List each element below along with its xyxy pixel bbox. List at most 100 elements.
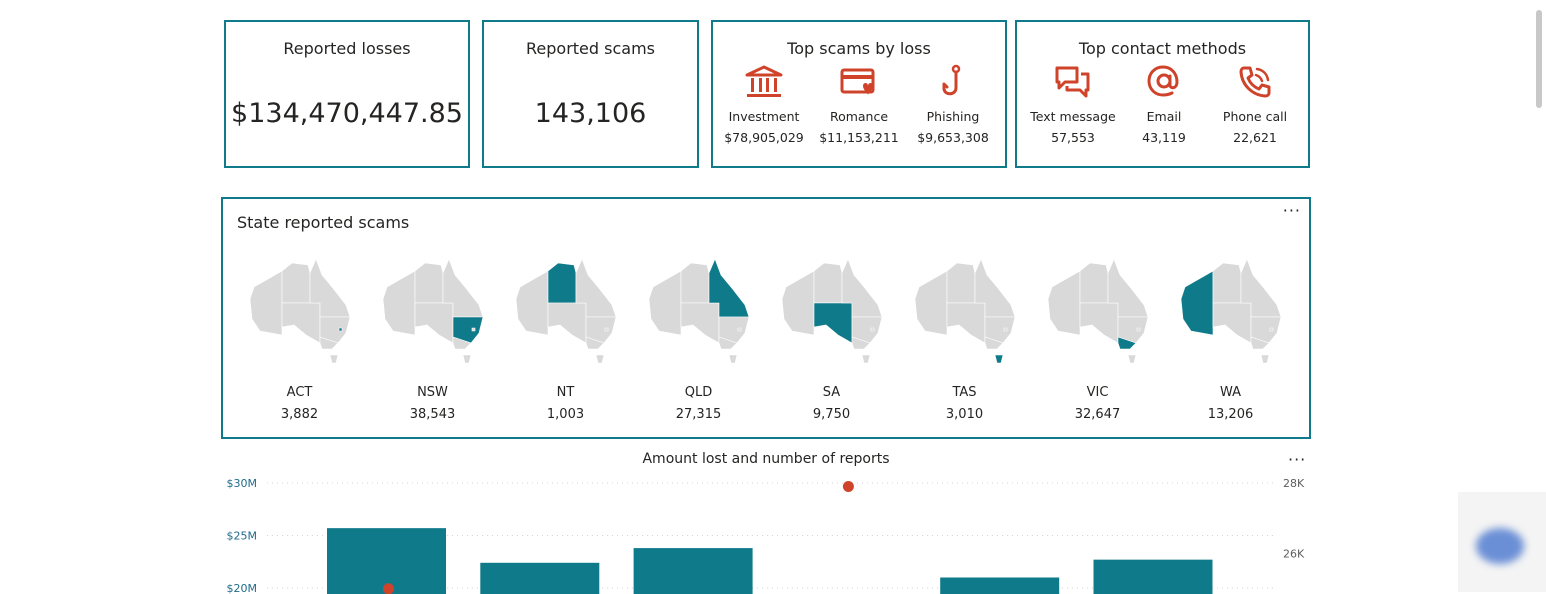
map-region-tas	[1127, 354, 1136, 364]
state-tas[interactable]: TAS 3,010	[898, 257, 1031, 422]
map-region-nsw	[984, 316, 1015, 344]
map-region-sa	[813, 302, 852, 344]
map-region-qld	[708, 258, 749, 318]
state-sa[interactable]: SA 9,750	[765, 257, 898, 422]
chart-more-options-button[interactable]: ···	[1288, 450, 1307, 469]
map-region-nt	[680, 262, 709, 304]
map-region-nt	[1212, 262, 1241, 304]
map-region-vic	[319, 336, 339, 350]
map-region-vic	[452, 336, 472, 350]
top-contact-methods-title: Top contact methods	[1078, 39, 1247, 58]
map-region-sa	[414, 302, 453, 344]
scrollbar-thumb[interactable]	[1536, 10, 1542, 108]
map-region-wa	[382, 270, 415, 336]
state-count: 38,543	[409, 407, 456, 422]
map-region-vic	[1250, 336, 1270, 350]
map-region-nsw	[1117, 316, 1148, 344]
at-icon	[1147, 65, 1179, 97]
top-scams-title: Top scams by loss	[787, 39, 931, 58]
map-region-qld	[575, 258, 616, 318]
map-region-qld	[841, 258, 882, 318]
map-region-sa	[547, 302, 586, 344]
y-right-tick-label: 26K	[1283, 548, 1305, 561]
map-region-sa	[1212, 302, 1251, 344]
state-wa[interactable]: WA 13,206	[1164, 257, 1297, 422]
state-nt[interactable]: NT 1,003	[499, 257, 632, 422]
map-region-sa	[281, 302, 320, 344]
bar-amount-lost[interactable]	[1093, 559, 1213, 594]
y-left-tick-label: $25M	[227, 530, 258, 543]
map-region-wa	[249, 270, 282, 336]
state-count: 1,003	[546, 407, 585, 422]
fishhook-icon	[942, 64, 961, 96]
map-region-tas	[329, 354, 338, 364]
map-region-vic	[984, 336, 1004, 350]
state-qld[interactable]: QLD 27,315	[632, 257, 765, 422]
australia-map-wa	[1180, 258, 1281, 364]
bar-amount-lost[interactable]	[480, 562, 600, 594]
more-options-button[interactable]: ···	[1282, 201, 1301, 220]
state-code: WA	[1219, 385, 1242, 400]
map-region-nt	[946, 262, 975, 304]
map-region-qld	[1107, 258, 1148, 318]
phone-icon	[1239, 66, 1271, 98]
contact-method-label: Phone call	[1222, 109, 1288, 124]
reported-scams-card: Reported scams 143,106	[482, 20, 699, 168]
state-count: 27,315	[675, 407, 722, 422]
reported-losses-value: $134,470,447.85	[231, 98, 463, 129]
contact-method-label: Email	[1146, 109, 1182, 124]
map-region-act	[737, 327, 741, 332]
map-region-act	[604, 327, 608, 332]
map-region-tas	[994, 354, 1003, 364]
state-act[interactable]: ACT 3,882	[233, 257, 366, 422]
bar-amount-lost[interactable]	[940, 577, 1060, 594]
state-vic[interactable]: VIC 32,647	[1031, 257, 1164, 422]
state-code: SA	[822, 385, 841, 400]
bar-amount-lost[interactable]	[327, 528, 446, 594]
state-count: 9,750	[812, 407, 851, 422]
map-region-tas	[462, 354, 471, 364]
map-region-nsw	[452, 316, 483, 344]
map-region-nsw	[718, 316, 749, 344]
amount-lost-chart: $30M $25M $20M 28K 26K	[227, 477, 1305, 594]
contact-method-label: Text message	[1030, 109, 1116, 124]
map-region-act	[1269, 327, 1273, 332]
map-region-wa	[781, 270, 814, 336]
point-number-of-reports[interactable]	[842, 481, 854, 493]
top-scam-item: Phishing $9,653,308	[905, 64, 1001, 145]
map-region-nt	[414, 262, 443, 304]
map-region-wa	[515, 270, 548, 336]
state-code: QLD	[684, 385, 713, 400]
map-region-qld	[309, 258, 350, 318]
map-region-nt	[281, 262, 310, 304]
reported-losses-card: Reported losses $134,470,447.85	[224, 20, 470, 168]
reported-losses-title: Reported losses	[283, 39, 411, 58]
state-nsw[interactable]: NSW 38,543	[366, 257, 499, 422]
state-count: 3,010	[945, 407, 984, 422]
australia-map-nt	[515, 258, 616, 364]
chat-widget[interactable]	[1458, 492, 1546, 592]
map-region-nsw	[1250, 316, 1281, 344]
state-maps-row: ACT 3,882 NSW 38,543 NT 1,003 QLD 27,315 SA 9,750…	[233, 257, 1303, 427]
map-region-vic	[585, 336, 605, 350]
card-heart-icon	[840, 68, 875, 95]
australia-map-sa	[781, 258, 882, 364]
map-region-nt	[1079, 262, 1108, 304]
point-number-of-reports[interactable]	[383, 583, 394, 594]
top-scam-item: Romance $11,153,211	[811, 64, 907, 145]
y-left-tick-label: $30M	[227, 477, 258, 490]
contact-method-item: Text message 57,553	[1025, 64, 1121, 145]
map-region-wa	[1047, 270, 1080, 336]
map-region-nsw	[319, 316, 350, 344]
map-region-nt	[547, 262, 576, 304]
chat-widget-icon[interactable]	[1476, 528, 1524, 564]
top-scam-value: $9,653,308	[917, 130, 989, 145]
state-code: ACT	[286, 385, 313, 400]
map-region-vic	[851, 336, 871, 350]
bar-amount-lost[interactable]	[633, 548, 753, 594]
contact-method-value: 43,119	[1142, 130, 1186, 145]
map-region-nsw	[585, 316, 616, 344]
australia-map-tas	[914, 258, 1015, 364]
state-code: NSW	[417, 385, 448, 400]
map-region-wa	[914, 270, 947, 336]
